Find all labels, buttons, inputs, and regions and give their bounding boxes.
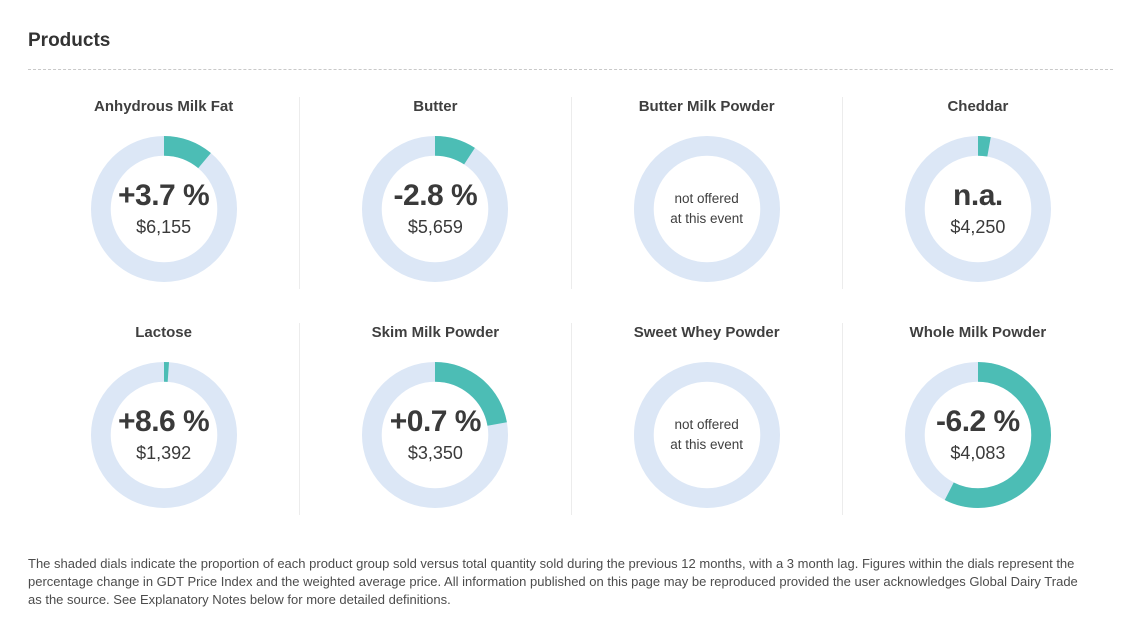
dial-donut-chart	[904, 135, 1051, 283]
dial-donut-chart	[362, 361, 509, 509]
dial-center-text: not offered at this event	[633, 135, 781, 283]
dial-donut-chart	[90, 361, 237, 509]
dial-center-text: +3.7 % $6,155	[90, 135, 238, 283]
product-card: Skim Milk Powder +0.7 % $3,350	[299, 323, 570, 515]
not-offered-note: at this event	[670, 437, 744, 452]
avg-price-value: $5,659	[407, 216, 463, 237]
price-change-value: n.a.	[953, 178, 1003, 212]
product-card: Butter -2.8 % $5,659	[299, 97, 570, 289]
dial-donut-chart	[90, 135, 237, 283]
dial-share-arc	[362, 361, 509, 509]
products-page: Products Anhydrous Milk Fat +3.7 % $6,155 B…	[0, 28, 1141, 609]
price-change-value: +8.6 %	[118, 404, 210, 438]
dial: +3.7 % $6,155	[90, 135, 238, 283]
product-card: Sweet Whey Powder not offered at this even…	[570, 323, 842, 515]
product-name: Anhydrous Milk Fat	[94, 98, 234, 115]
dial-donut-chart	[633, 135, 780, 283]
dial-share-arc	[904, 361, 1051, 509]
page-title: Products	[28, 30, 111, 51]
price-change-value: +0.7 %	[389, 404, 482, 438]
product-card: Cheddar n.a. $4,250	[841, 97, 1113, 289]
dial-ring-track	[633, 361, 780, 509]
product-name: Butter	[413, 98, 458, 115]
dial-share-arc	[90, 135, 237, 283]
product-name: Sweet Whey Powder	[633, 324, 780, 341]
price-change-value: +3.7 %	[118, 178, 210, 212]
dial: -2.8 % $5,659	[361, 135, 509, 283]
product-name: Lactose	[135, 324, 192, 341]
dial-share-arc	[90, 361, 237, 509]
dial-donut-chart	[362, 135, 509, 283]
dial-center-text: not offered at this event	[633, 361, 781, 509]
product-name: Whole Milk Powder	[909, 324, 1047, 341]
dial: -6.2 % $4,083	[904, 361, 1052, 509]
product-card: Lactose +8.6 % $1,392	[28, 323, 299, 515]
dial-center-text: +0.7 % $3,350	[361, 361, 509, 509]
avg-price-value: $4,250	[950, 216, 1006, 237]
not-offered-note: at this event	[670, 211, 744, 226]
dial: not offered at this event	[633, 361, 781, 509]
dial-share-arc	[904, 135, 1051, 283]
product-name: Skim Milk Powder	[371, 324, 500, 341]
avg-price-value: $1,392	[136, 442, 192, 463]
products-grid: Anhydrous Milk Fat +3.7 % $6,155 Butter -2.8…	[28, 97, 1113, 515]
not-offered-note: not offered	[674, 191, 739, 206]
avg-price-value: $6,155	[136, 216, 192, 237]
dial: +8.6 % $1,392	[90, 361, 238, 509]
footnote: The shaded dials indicate the proportion…	[28, 556, 1078, 607]
dial-ring-track	[633, 135, 780, 283]
dial: not offered at this event	[633, 135, 781, 283]
product-name: Butter Milk Powder	[638, 98, 775, 115]
dial-donut-chart	[904, 361, 1051, 509]
product-card: Whole Milk Powder -6.2 % $4,083	[841, 323, 1113, 515]
not-offered-note: not offered	[674, 417, 739, 432]
product-card: Butter Milk Powder not offered at this eve…	[570, 97, 842, 289]
dial-center-text: n.a. $4,250	[904, 135, 1052, 283]
avg-price-value: $4,083	[950, 442, 1006, 463]
avg-price-value: $3,350	[407, 442, 463, 463]
dial-center-text: -2.8 % $5,659	[361, 135, 509, 283]
dial-donut-chart	[633, 361, 780, 509]
price-change-value: -2.8 %	[393, 178, 478, 212]
dial-center-text: +8.6 % $1,392	[90, 361, 238, 509]
product-name: Cheddar	[947, 98, 1009, 115]
product-card: Anhydrous Milk Fat +3.7 % $6,155	[28, 97, 299, 289]
dial-center-text: -6.2 % $4,083	[904, 361, 1052, 509]
dial: n.a. $4,250	[904, 135, 1052, 283]
title-divider	[28, 69, 1113, 70]
dial: +0.7 % $3,350	[361, 361, 509, 509]
dial-share-arc	[362, 135, 509, 283]
price-change-value: -6.2 %	[936, 404, 1020, 438]
